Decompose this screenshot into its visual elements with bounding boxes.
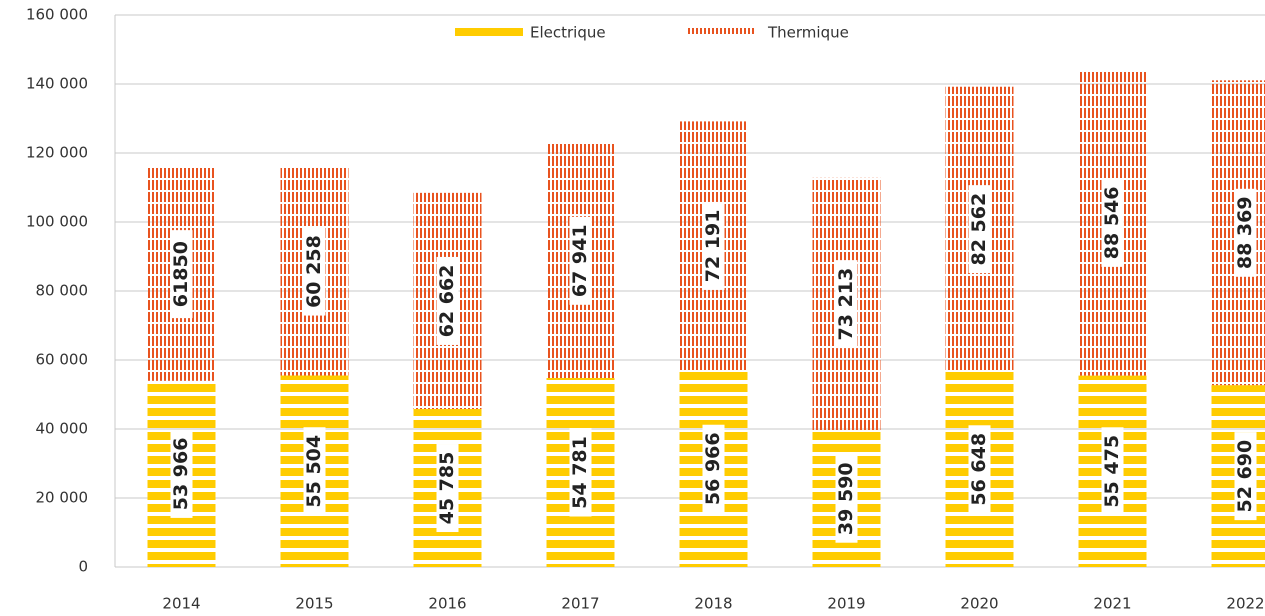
- data-label: 45 785: [436, 452, 458, 525]
- data-label: 55 504: [303, 435, 325, 508]
- legend-swatch: [688, 28, 756, 36]
- x-tick-label: 2016: [428, 595, 466, 613]
- label-bg: [1234, 188, 1257, 277]
- data-label: 67 941: [569, 224, 591, 297]
- data-label: 88 546: [1101, 187, 1123, 260]
- data-label: 61850: [170, 241, 192, 307]
- x-tick-label: 2020: [960, 595, 998, 613]
- legend-label: Thermique: [767, 24, 849, 42]
- label-bg: [835, 454, 858, 543]
- label-bg: [702, 201, 725, 290]
- label-bg: [1101, 427, 1124, 516]
- y-tick-label: 120 000: [26, 144, 88, 162]
- data-label: 54 781: [569, 436, 591, 509]
- label-bg: [303, 427, 326, 516]
- data-label: 55 475: [1101, 435, 1123, 508]
- data-label: 62 662: [436, 265, 458, 338]
- label-bg: [170, 230, 193, 319]
- label-bg: [170, 429, 193, 518]
- label-bg: [303, 227, 326, 316]
- label-bg: [436, 256, 459, 345]
- data-label: 60 258: [303, 235, 325, 308]
- x-tick-label: 2014: [162, 595, 200, 613]
- legend-swatch: [455, 28, 523, 36]
- y-tick-label: 160 000: [26, 6, 88, 24]
- y-tick-label: 40 000: [36, 420, 89, 438]
- y-tick-label: 80 000: [36, 282, 89, 300]
- x-tick-label: 2019: [827, 595, 865, 613]
- label-bg: [1101, 178, 1124, 267]
- label-bg: [968, 425, 991, 514]
- y-tick-label: 60 000: [36, 351, 89, 369]
- data-label: 56 648: [968, 433, 990, 506]
- data-label: 73 213: [835, 268, 857, 341]
- label-bg: [569, 428, 592, 517]
- data-label: 82 562: [968, 193, 990, 266]
- label-bg: [835, 260, 858, 349]
- label-bg: [1234, 432, 1257, 521]
- label-bg: [702, 424, 725, 513]
- data-label: 39 590: [835, 462, 857, 535]
- x-tick-label: 2021: [1093, 595, 1131, 613]
- label-bg: [436, 444, 459, 533]
- label-bg: [968, 185, 991, 274]
- y-tick-label: 20 000: [36, 489, 89, 507]
- x-tick-label: 2022: [1226, 595, 1264, 613]
- data-label: 53 966: [170, 438, 192, 511]
- x-tick-label: 2015: [295, 595, 333, 613]
- x-tick-label: 2017: [561, 595, 599, 613]
- legend-label: Electrique: [530, 24, 606, 42]
- y-tick-label: 100 000: [26, 213, 88, 231]
- x-tick-label: 2018: [694, 595, 732, 613]
- data-label: 56 966: [702, 432, 724, 505]
- data-label: 72 191: [702, 210, 724, 283]
- y-tick-label: 0: [78, 558, 88, 576]
- y-tick-label: 140 000: [26, 75, 88, 93]
- data-label: 88 369: [1234, 196, 1256, 269]
- data-label: 52 690: [1234, 440, 1256, 513]
- label-bg: [569, 216, 592, 305]
